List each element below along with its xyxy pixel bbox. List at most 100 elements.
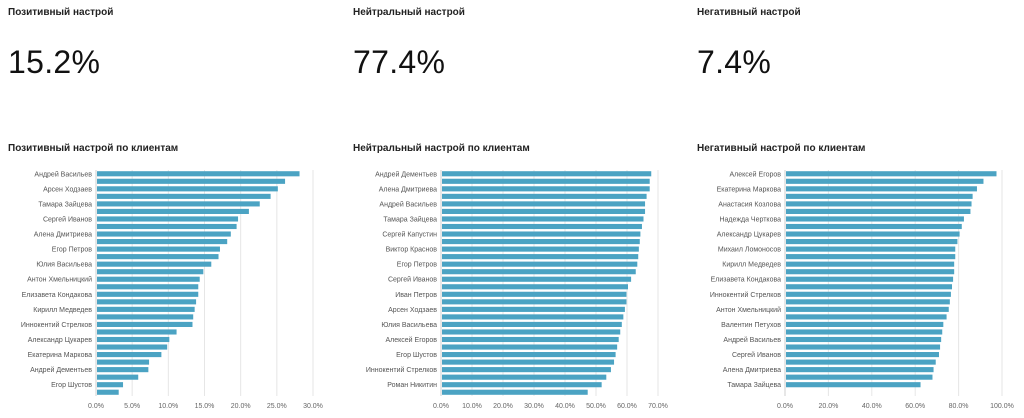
- bar[interactable]: [97, 208, 249, 214]
- bar[interactable]: [786, 344, 941, 350]
- bar[interactable]: [786, 208, 971, 214]
- bar[interactable]: [442, 186, 650, 192]
- bar[interactable]: [442, 344, 618, 350]
- bar[interactable]: [442, 246, 639, 252]
- bar[interactable]: [97, 306, 195, 312]
- bar[interactable]: [97, 246, 220, 252]
- bar[interactable]: [442, 284, 628, 290]
- bar[interactable]: [786, 254, 956, 260]
- bar[interactable]: [442, 269, 636, 275]
- bar[interactable]: [97, 367, 149, 373]
- bar[interactable]: [97, 344, 168, 350]
- bar[interactable]: [786, 321, 944, 327]
- category-label: Егор Петров: [397, 262, 437, 269]
- bar[interactable]: [442, 321, 622, 327]
- bar[interactable]: [786, 239, 958, 245]
- bar[interactable]: [97, 223, 237, 230]
- bar[interactable]: [97, 389, 119, 395]
- bar[interactable]: [97, 329, 177, 335]
- bar[interactable]: [786, 367, 934, 373]
- bar[interactable]: [97, 359, 150, 365]
- bar[interactable]: [442, 374, 607, 380]
- bar[interactable]: [97, 186, 278, 192]
- bar[interactable]: [97, 193, 271, 199]
- bar[interactable]: [97, 201, 260, 207]
- bar[interactable]: [442, 208, 646, 214]
- bar[interactable]: [786, 186, 977, 192]
- bar[interactable]: [786, 329, 943, 335]
- bar[interactable]: [442, 306, 625, 312]
- bar[interactable]: [786, 336, 942, 343]
- bar[interactable]: [442, 216, 644, 222]
- x-tick-label: 40.0%: [862, 403, 882, 410]
- bar[interactable]: [442, 261, 638, 267]
- category-label: Алексей Егоров: [729, 170, 781, 178]
- bar[interactable]: [442, 276, 632, 282]
- bar[interactable]: [786, 269, 955, 275]
- bar[interactable]: [786, 284, 953, 290]
- bar[interactable]: [442, 223, 642, 230]
- bar[interactable]: [786, 201, 972, 207]
- bar[interactable]: [442, 352, 616, 358]
- bar[interactable]: [442, 382, 602, 388]
- category-label: Надежда Черткова: [719, 216, 781, 223]
- bar[interactable]: [442, 201, 646, 207]
- bar[interactable]: [442, 178, 650, 184]
- bar[interactable]: [786, 216, 964, 222]
- bar[interactable]: [97, 291, 199, 297]
- bar[interactable]: [786, 291, 951, 297]
- bar[interactable]: [786, 382, 921, 388]
- bar[interactable]: [442, 291, 627, 297]
- bar[interactable]: [786, 261, 955, 267]
- bar[interactable]: [786, 193, 973, 199]
- bar[interactable]: [97, 178, 286, 184]
- category-label: Роман Никитин: [387, 382, 437, 389]
- bar[interactable]: [786, 359, 936, 365]
- category-label: Алексей Егоров: [385, 336, 437, 344]
- bar[interactable]: [97, 231, 231, 237]
- bar[interactable]: [786, 246, 956, 252]
- bar[interactable]: [442, 239, 640, 245]
- bar[interactable]: [97, 314, 194, 320]
- bar[interactable]: [442, 329, 621, 335]
- bar[interactable]: [786, 306, 949, 312]
- bar[interactable]: [97, 269, 204, 275]
- bar[interactable]: [442, 359, 615, 365]
- bar[interactable]: [97, 254, 219, 260]
- bar[interactable]: [442, 389, 588, 395]
- bar[interactable]: [97, 321, 193, 327]
- category-label: Иннокентий Стрелков: [710, 291, 781, 299]
- category-label: Екатерина Маркова: [717, 186, 782, 193]
- bar[interactable]: [786, 231, 960, 237]
- bar[interactable]: [442, 299, 627, 305]
- bar[interactable]: [786, 314, 947, 320]
- category-label: Сергей Иванов: [732, 351, 781, 359]
- bar[interactable]: [786, 171, 997, 177]
- bar[interactable]: [442, 254, 639, 260]
- bar[interactable]: [442, 314, 624, 320]
- bar[interactable]: [97, 382, 124, 388]
- bar[interactable]: [786, 178, 984, 184]
- bar[interactable]: [786, 223, 962, 230]
- bar[interactable]: [97, 374, 139, 380]
- bar[interactable]: [97, 352, 162, 358]
- bar[interactable]: [786, 276, 954, 282]
- bar[interactable]: [786, 374, 933, 380]
- x-tick-label: 10.0%: [158, 403, 178, 410]
- bar[interactable]: [97, 216, 239, 222]
- bar[interactable]: [97, 239, 228, 245]
- bar[interactable]: [442, 336, 619, 343]
- bar[interactable]: [97, 276, 200, 282]
- neutral-by-client-panel: Нейтральный настрой по клиентам 0.0% 10.0…: [353, 140, 683, 418]
- bar[interactable]: [97, 261, 212, 267]
- bar[interactable]: [97, 171, 300, 177]
- bar[interactable]: [442, 231, 641, 237]
- bar[interactable]: [442, 171, 652, 177]
- bar[interactable]: [97, 336, 170, 343]
- bar[interactable]: [786, 299, 950, 305]
- bar[interactable]: [442, 193, 647, 199]
- bar[interactable]: [442, 367, 611, 373]
- bar[interactable]: [97, 284, 199, 290]
- bar[interactable]: [786, 352, 939, 358]
- bar[interactable]: [97, 299, 197, 305]
